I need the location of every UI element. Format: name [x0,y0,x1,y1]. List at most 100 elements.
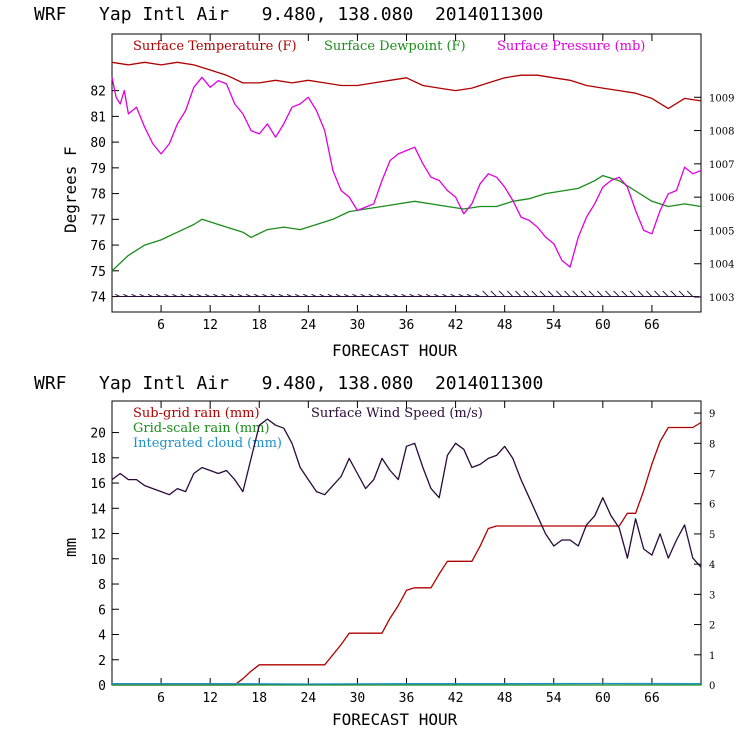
y2-tick-label: 1 [709,651,715,662]
wind-barb [401,293,407,298]
x-tick-label: 66 [644,318,660,333]
wind-barb [139,293,145,298]
wind-barb [678,290,685,297]
y-tick-label: 81 [90,110,106,125]
y2-tick-label: 1008 [709,127,734,138]
panel1-frame [111,33,702,313]
wind-barb [294,293,301,298]
legend-wind-speed: Surface Wind Speed (m/s) [311,406,483,421]
x-tick-label: 48 [497,318,513,333]
y2-tick-label: 7 [709,470,715,481]
wind-barb [645,290,653,297]
wind-barb [229,293,235,298]
wind-barb [506,290,514,297]
wind-barb [409,293,415,298]
panel2-series [111,418,702,686]
x-tick-label: 48 [497,691,513,706]
x-tick-label: 24 [301,691,317,706]
wind-barb [547,290,555,297]
wind-barb [180,293,186,298]
y2-tick-label: 4 [709,560,715,571]
x-tick-label: 18 [251,691,267,706]
wind-barb [155,293,162,298]
wind-barb [303,293,309,298]
y-tick-label: 14 [90,502,106,517]
x-tick-label: 12 [202,691,218,706]
wind-barb [539,290,546,297]
wind-barb [621,290,628,297]
wind-barb [434,293,440,298]
y-tick-label: 16 [90,477,106,492]
y-tick-label: 8 [98,578,106,593]
wind-barb [188,293,195,298]
y2-tick-label: 1003 [709,293,734,304]
legend-temperature: Surface Temperature (F) [133,39,297,54]
x-tick-label: 30 [350,691,366,706]
y-tick-label: 2 [98,654,106,669]
wind-barb [498,290,506,297]
panel1-series [111,61,702,272]
wind-barb [204,293,211,298]
y-tick-label: 76 [90,239,106,254]
wind-barb [114,293,121,298]
wind-barb [564,290,571,297]
wind-barb [515,290,522,297]
x-tick-label: 36 [399,691,415,706]
x-tick-label: 66 [644,691,660,706]
y-tick-label: 77 [90,213,106,228]
wind-barb [605,290,612,297]
wind-barb [523,290,530,297]
series-sub-grid-rain-line [112,421,702,686]
wind-barb [686,290,694,297]
y-tick-label: 80 [90,136,106,151]
wind-barb [172,293,178,298]
wind-barb [278,293,284,298]
wind-barb [466,293,473,298]
panel2-x-axis-label: FORECAST HOUR [332,710,458,729]
x-tick-label: 36 [399,318,415,333]
x-tick-label: 60 [595,318,611,333]
x-tick-label: 24 [301,318,317,333]
wind-barb [654,290,661,297]
wind-barb [335,293,342,298]
panel2-ticks: 6 12 18 24 30 36 42 48 54 60 660246810121416182001… [90,401,715,706]
series-surface-dewpoint-line [111,174,702,272]
series-surface-wind-speed-line [111,418,702,568]
wind-barbs [114,290,700,298]
wind-barb [262,293,268,298]
y-tick-label: 75 [90,265,106,280]
wind-barb [196,293,203,298]
wind-barb [474,293,481,298]
y-tick-label: 78 [90,188,106,203]
wind-barb [580,290,587,297]
y-tick-label: 74 [90,291,106,306]
y2-tick-label: 9 [709,409,715,420]
y-tick-label: 79 [90,162,106,177]
wind-barb [458,293,464,298]
legend-integrated-cloud: Integrated cloud (mm) [133,436,282,451]
wind-barb [221,293,227,298]
wind-barb [213,293,219,298]
wind-barb [417,293,424,298]
wind-barb [613,290,620,297]
wind-barb [662,290,669,297]
wind-barb [123,293,129,298]
wind-barb [147,293,154,298]
wind-barb [245,293,252,298]
wind-barb [164,293,170,298]
x-tick-label: 6 [157,318,165,333]
y2-tick-label: 1007 [709,160,734,171]
y2-tick-label: 1006 [709,193,734,204]
y2-tick-label: 6 [709,500,715,511]
legend-dewpoint: Surface Dewpoint (F) [324,39,466,54]
wind-barb [637,290,645,297]
series-surface-pressure-line [111,76,702,268]
y-tick-label: 0 [98,679,106,694]
wind-barb [442,293,448,298]
wind-barb [352,293,358,298]
wind-barb [327,293,334,298]
wind-barb [131,293,137,298]
panel1-x-axis-label: FORECAST HOUR [332,341,458,360]
y-tick-label: 20 [90,427,106,442]
